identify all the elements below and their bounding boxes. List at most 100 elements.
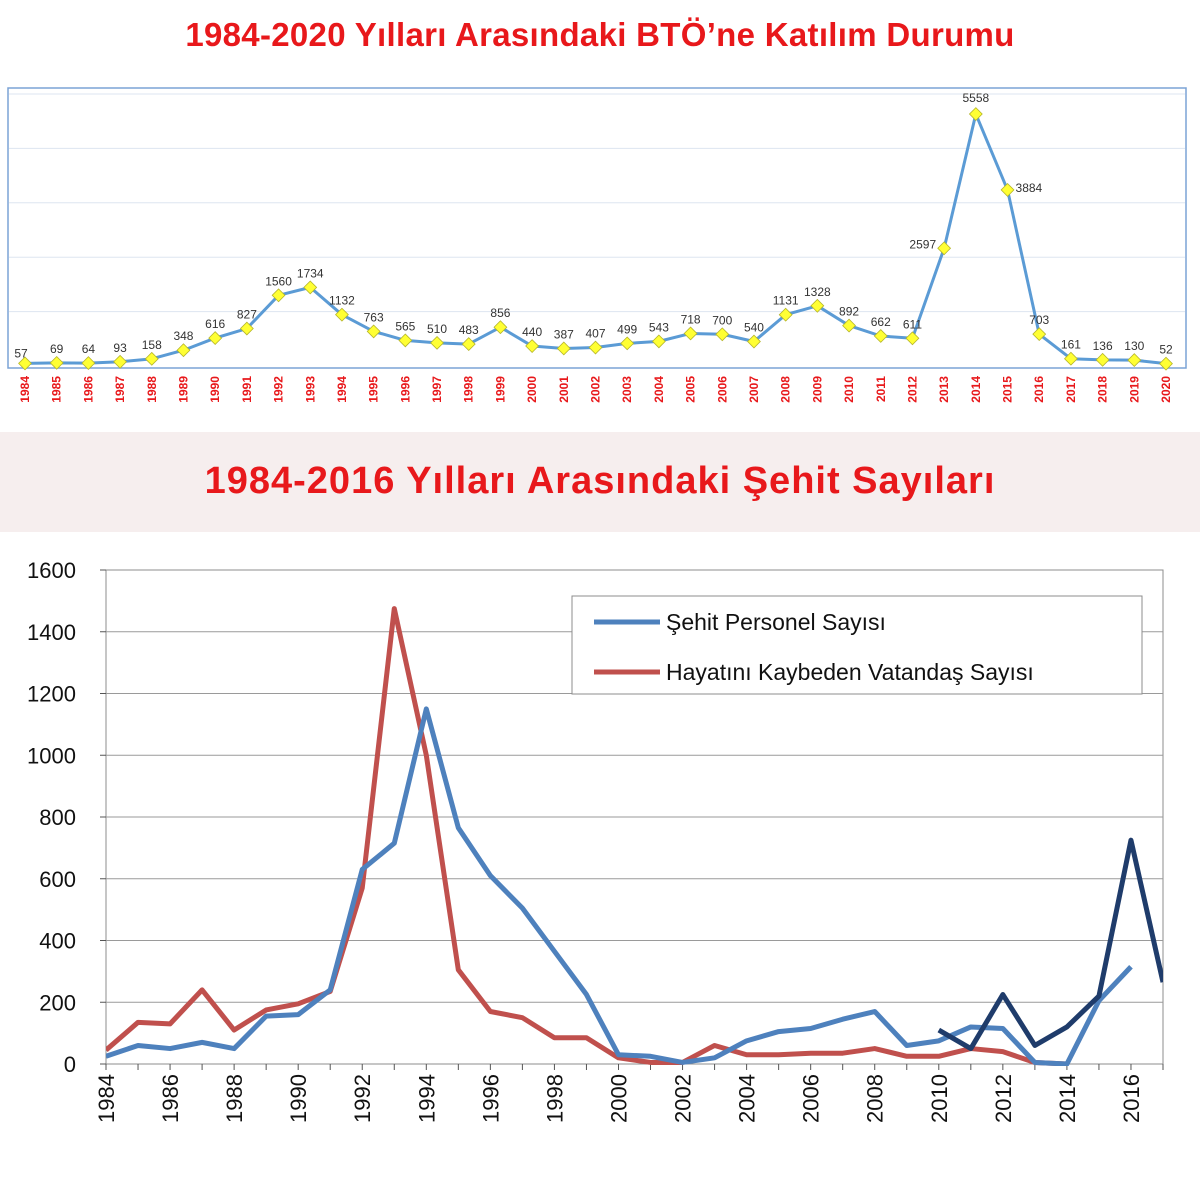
data-label: 616 [205,317,225,331]
data-label: 2597 [909,237,936,251]
data-label: 892 [839,305,859,319]
data-point-marker [968,107,983,121]
data-point-marker [430,335,444,350]
data-label: 510 [427,322,447,336]
x-tick-label: 1988 [145,376,159,403]
data-point-marker [1159,356,1173,371]
legend: Şehit Personel Sayısı Hayatını Kaybeden V… [571,595,1143,695]
data-point-marker [144,351,159,366]
x-tick-label: 2000 [606,1074,631,1123]
x-tick-label: 2006 [799,1074,824,1123]
data-label: 93 [113,341,127,355]
data-label: 718 [681,312,701,326]
data-label: 407 [585,327,605,341]
data-point-marker [1127,353,1142,368]
data-point-marker [461,337,476,352]
x-tick-label: 2020 [1159,376,1173,403]
martyr-chart-title: 1984-2016 Yılları Arasındaki Şehit Sayıl… [204,460,996,502]
data-point-marker [747,334,761,349]
x-tick-label: 2010 [927,1074,952,1123]
data-point-marker [113,354,128,369]
data-point-marker [588,340,603,355]
y-tick-label: 0 [64,1052,76,1077]
data-point-marker [873,329,888,343]
y-tick-label: 1000 [27,743,76,768]
data-point-marker [81,356,96,371]
x-tick-label: 2004 [652,376,666,403]
x-tick-label: 1997 [430,376,444,403]
y-tick-label: 400 [39,929,76,954]
x-tick-label: 2005 [684,376,698,403]
series-line-1 [106,606,1068,1066]
x-tick-label: 1986 [81,376,95,403]
data-label: 1131 [773,294,799,308]
data-point-marker [778,307,793,322]
data-point-marker [18,356,32,371]
x-tick-label: 2011 [874,376,888,402]
data-label: 611 [903,317,922,331]
x-tick-label: 1992 [272,376,286,403]
data-label: 565 [395,319,415,333]
x-tick-label: 1988 [222,1074,247,1123]
x-tick-label: 2016 [1119,1074,1144,1123]
data-point-marker [905,331,920,346]
data-point-marker [1032,327,1047,342]
data-point-marker [525,339,540,353]
data-label: 1734 [297,266,324,280]
x-tick-label: 2008 [779,376,793,403]
x-tick-label: 2003 [620,376,634,403]
x-tick-label: 2014 [1055,1074,1080,1123]
data-point-marker [49,355,64,370]
data-label: 130 [1124,339,1144,353]
legend-entry: Hayatını Kaybeden Vatandaş Sayısı [666,659,1034,685]
x-tick-label: 1984 [94,1074,119,1123]
data-label: 483 [459,323,479,337]
x-tick-label: 2012 [905,376,919,403]
x-tick-label: 2010 [842,376,856,403]
plot-area [7,87,1187,369]
x-tick-label: 2013 [937,376,951,403]
data-label: 158 [142,338,162,352]
data-point-marker [1000,182,1015,197]
x-tick-label: 1996 [398,376,412,403]
data-label: 348 [173,329,193,343]
participation-chart-panel: 1984-2020 Yılları Arasındaki BTÖ’ne Katı… [0,0,1200,432]
y-tick-label: 600 [39,867,76,892]
x-tick-label: 2016 [1032,376,1046,403]
data-label: 1328 [804,285,831,299]
x-tick-label: 1991 [240,376,254,403]
x-tick-label: 1990 [208,376,222,403]
y-tick-label: 800 [39,805,76,830]
data-point-marker [271,288,286,303]
legend-box [571,595,1143,695]
data-label: 440 [522,325,542,339]
data-label: 5558 [962,91,989,105]
x-tick-label: 2012 [991,1074,1016,1123]
data-label: 52 [1159,343,1173,357]
x-tick-label: 2019 [1127,376,1141,403]
x-tick-label: 1999 [493,376,507,403]
legend-entry: Şehit Personel Sayısı [666,609,886,635]
y-tick-label: 200 [39,990,76,1015]
data-label: 161 [1061,338,1081,352]
data-point-marker [335,307,349,322]
x-tick-label: 2002 [589,376,603,403]
participation-chart-title: 1984-2020 Yılları Arasındaki BTÖ’ne Katı… [185,16,1015,53]
data-point-marker [208,331,223,346]
data-label: 1132 [329,294,355,308]
data-point-marker [556,341,571,356]
data-point-marker [810,298,825,313]
x-tick-label: 1998 [542,1074,567,1123]
data-point-marker [366,324,381,339]
data-label: 540 [744,321,764,335]
data-label: 499 [617,322,637,336]
x-tick-label: 1989 [176,376,190,403]
participation-line-chart: 57 69 64 93 158 348 616 827 1560 1734 1132 763 565 51… [7,87,1187,403]
data-label: 69 [50,342,64,356]
data-point-marker [683,326,698,341]
x-tick-label: 1985 [50,376,64,403]
x-tick-label: 2014 [969,376,983,403]
x-tick-label: 1987 [113,376,127,403]
y-tick-label: 1400 [27,620,76,645]
data-label: 700 [712,313,732,327]
